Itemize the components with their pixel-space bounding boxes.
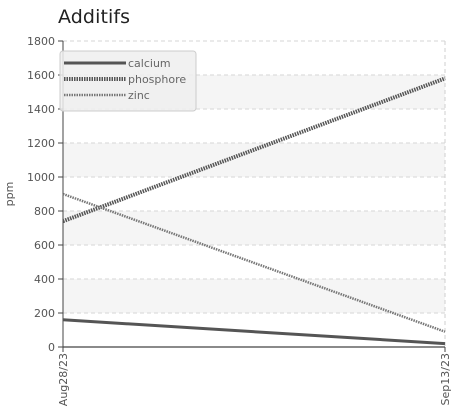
legend-label-phosphore: phosphore: [128, 73, 186, 86]
series-line-phosphore: [62, 76, 446, 224]
y-tick-label: 1400: [27, 103, 55, 116]
plot-band: [63, 211, 445, 245]
y-tick-label: 200: [34, 307, 55, 320]
legend-label-calcium: calcium: [128, 57, 171, 70]
y-tick-label: 600: [34, 239, 55, 252]
y-tick-label: 1000: [27, 171, 55, 184]
y-tick-label: 1800: [27, 35, 55, 48]
y-tick-label: 1600: [27, 69, 55, 82]
y-tick-label: 1200: [27, 137, 55, 150]
x-tick-label: Aug28/23: [57, 353, 70, 406]
series-line-calcium: [62, 318, 446, 346]
plot-band: [63, 279, 445, 313]
x-tick-label: Sep13/23: [439, 353, 452, 405]
plot-band: [63, 143, 445, 177]
y-tick-label: 400: [34, 273, 55, 286]
legend-label-zinc: zinc: [128, 89, 150, 102]
y-axis-label: ppm: [3, 182, 16, 207]
chart-title: Additifs: [58, 6, 131, 28]
y-tick-label: 0: [48, 341, 55, 354]
y-tick-label: 800: [34, 205, 55, 218]
series-line-zinc: [62, 192, 446, 333]
